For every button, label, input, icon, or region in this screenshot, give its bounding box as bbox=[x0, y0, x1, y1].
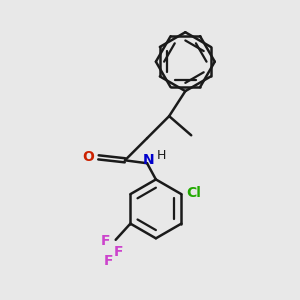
Text: O: O bbox=[82, 150, 94, 164]
Text: Cl: Cl bbox=[187, 186, 202, 200]
Text: F: F bbox=[103, 254, 113, 268]
Text: N: N bbox=[143, 153, 154, 167]
Text: F: F bbox=[100, 234, 110, 248]
Text: H: H bbox=[157, 149, 166, 162]
Text: F: F bbox=[114, 245, 123, 259]
